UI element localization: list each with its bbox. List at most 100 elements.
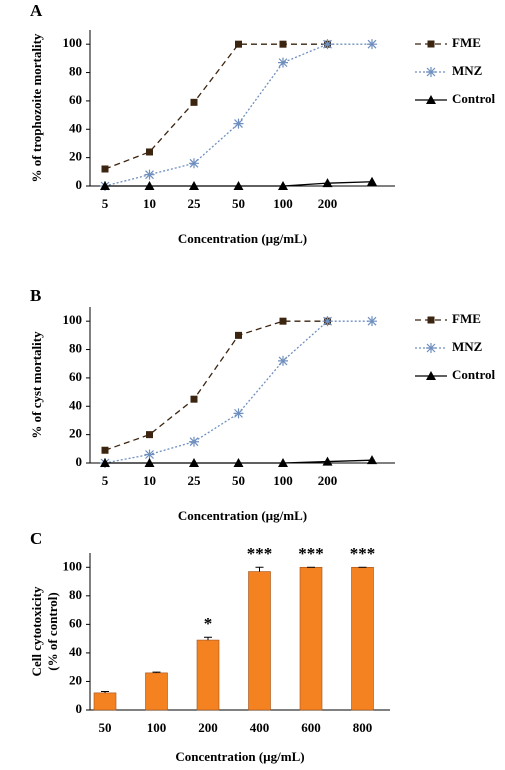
x-tick-label: 200 <box>318 473 338 488</box>
panel-letter: C <box>30 529 42 548</box>
marker <box>322 178 333 188</box>
marker <box>189 458 199 467</box>
bar <box>196 639 220 711</box>
x-axis-label: Concentration (µg/mL) <box>178 508 307 523</box>
marker <box>144 169 155 180</box>
significance-label: * <box>204 614 213 633</box>
panel-letter: B <box>30 286 41 305</box>
marker <box>367 176 377 186</box>
marker <box>190 395 198 403</box>
marker <box>322 456 333 466</box>
marker <box>189 158 199 169</box>
marker <box>322 316 333 327</box>
bar <box>145 672 168 711</box>
marker <box>322 39 333 50</box>
marker <box>426 67 436 77</box>
marker <box>189 436 199 447</box>
y-tick-label: 100 <box>63 35 83 50</box>
marker <box>144 181 155 190</box>
y-tick-label: 100 <box>63 312 83 327</box>
x-tick-label: 5 <box>102 196 109 211</box>
marker <box>426 343 436 353</box>
significance-label: *** <box>247 544 273 563</box>
x-tick-label: 100 <box>273 473 293 488</box>
y-tick-label: 0 <box>76 177 83 192</box>
marker <box>233 118 244 129</box>
x-tick-label: 100 <box>147 720 167 735</box>
x-tick-label: 50 <box>99 720 112 735</box>
x-tick-label: 10 <box>143 196 156 211</box>
error-bar <box>152 671 161 673</box>
x-axis-label: Concentration (µg/mL) <box>175 749 304 764</box>
y-tick-label: 60 <box>69 92 82 107</box>
marker <box>233 458 244 467</box>
y-axis-label: % of cyst mortality <box>29 331 44 439</box>
marker <box>144 449 155 460</box>
marker <box>190 98 198 106</box>
y-axis-label: Cell cytotoxicity <box>29 586 44 676</box>
y-tick-label: 20 <box>69 672 82 687</box>
marker <box>278 181 288 190</box>
marker <box>144 458 155 467</box>
y-tick-label: 80 <box>69 341 82 356</box>
marker <box>235 40 242 48</box>
marker <box>426 95 436 104</box>
y-tick-label: 40 <box>69 644 82 659</box>
marker <box>427 40 435 48</box>
marker <box>189 181 199 190</box>
marker <box>427 316 435 324</box>
error-bar <box>204 636 212 641</box>
series-line <box>104 320 328 451</box>
legend-label: Control <box>452 91 495 106</box>
marker <box>367 39 377 50</box>
legend-label: FME <box>452 35 481 50</box>
series-line <box>104 43 328 170</box>
marker <box>278 57 288 68</box>
y-tick-label: 80 <box>69 587 82 602</box>
x-tick-label: 25 <box>188 473 202 488</box>
x-tick-label: 100 <box>273 196 293 211</box>
marker <box>278 355 288 366</box>
marker <box>235 331 242 339</box>
marker <box>278 458 288 467</box>
y-tick-label: 60 <box>69 615 82 630</box>
bar <box>248 571 271 711</box>
marker <box>146 148 153 156</box>
legend-label: Control <box>452 367 495 382</box>
x-tick-label: 50 <box>232 473 245 488</box>
y-tick-label: 100 <box>63 558 83 573</box>
marker <box>367 316 377 327</box>
significance-label: *** <box>298 544 324 563</box>
x-tick-label: 10 <box>143 473 156 488</box>
marker <box>279 317 287 325</box>
y-tick-label: 40 <box>69 397 82 412</box>
y-axis-label: % of trophozoite mortality <box>29 33 44 182</box>
marker <box>101 446 109 454</box>
x-tick-label: 25 <box>188 196 202 211</box>
marker <box>367 455 377 465</box>
y-tick-label: 20 <box>69 149 82 164</box>
x-tick-label: 200 <box>318 196 338 211</box>
x-tick-label: 5 <box>102 473 109 488</box>
y-tick-label: 20 <box>69 426 82 441</box>
marker <box>233 408 244 419</box>
marker <box>279 40 287 48</box>
legend-label: FME <box>452 311 481 326</box>
y-tick-label: 40 <box>69 120 82 135</box>
panel-letter: A <box>30 1 43 20</box>
significance-label: *** <box>350 544 376 563</box>
error-bar <box>255 566 264 572</box>
marker <box>100 181 110 190</box>
marker <box>146 431 153 439</box>
x-tick-label: 800 <box>353 720 373 735</box>
marker <box>426 371 436 380</box>
y-tick-label: 60 <box>69 369 82 384</box>
legend-label: MNZ <box>452 63 483 78</box>
marker <box>233 181 244 190</box>
y-tick-label: 0 <box>76 454 83 469</box>
x-tick-label: 50 <box>232 196 245 211</box>
marker <box>100 458 110 467</box>
y-tick-label: 80 <box>69 64 82 79</box>
x-tick-label: 200 <box>198 720 218 735</box>
